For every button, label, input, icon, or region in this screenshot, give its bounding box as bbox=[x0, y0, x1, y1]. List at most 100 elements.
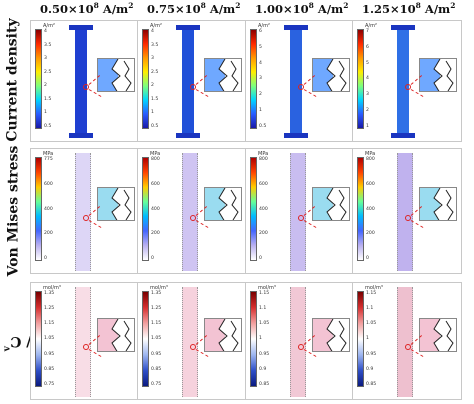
panel-vacancy-3: mol/m³ 1.15 1.1 1.05 1 0.95 0.9 0.85 bbox=[352, 282, 462, 400]
colorbar-unit-current-1: A/m² bbox=[150, 23, 162, 29]
colorbar-tick-label: 0.5 bbox=[151, 123, 159, 129]
colorbar-tick-label: 1 bbox=[259, 108, 262, 114]
defect-marker-vacancy-3 bbox=[405, 344, 411, 350]
colorbar-tick-label: 2 bbox=[366, 108, 369, 114]
colorbar-tick-label: 1.15 bbox=[44, 321, 55, 327]
conductor-strip-current-3 bbox=[397, 27, 409, 137]
colorbar-tick-label: 800 bbox=[259, 157, 268, 162]
colorbar-tick-label: 2.5 bbox=[151, 69, 159, 75]
colorbar-tick-label: 6 bbox=[366, 44, 369, 50]
defect-marker-stress-1 bbox=[190, 215, 196, 221]
colorbar-tick-label: 0.75 bbox=[44, 381, 55, 387]
colorbar-current-1 bbox=[142, 29, 149, 129]
colorbar-tick-label: 1 bbox=[366, 123, 369, 129]
notch-outline-icon bbox=[420, 59, 454, 91]
colorbar-tick-label: 800 bbox=[366, 157, 375, 162]
notch-outline-icon bbox=[98, 319, 132, 351]
colorbar-tick-label: 600 bbox=[44, 181, 53, 187]
colorbar-tick-label: 400 bbox=[151, 206, 160, 212]
notch-outline-icon bbox=[98, 188, 132, 220]
colorbar-tick-label: 0.85 bbox=[44, 366, 55, 372]
colorbar-unit-stress-1: MPa bbox=[150, 151, 161, 157]
colorbar-tick-label: 400 bbox=[259, 206, 268, 212]
colorbar-tick-label: 1 bbox=[259, 336, 262, 342]
colorbar-tick-label: 6 bbox=[259, 29, 262, 34]
colorbar-tick-label: 2 bbox=[151, 83, 154, 89]
colorbar-tick-label: 0.95 bbox=[259, 351, 270, 357]
colorbar-tick-label: 2.5 bbox=[44, 69, 52, 75]
colorbar-tick-label: 1.25 bbox=[151, 306, 162, 312]
colorbar-tick-label: 600 bbox=[151, 181, 160, 187]
colorbar-current-0 bbox=[35, 29, 42, 129]
zoom-inset-stress-2 bbox=[312, 187, 350, 221]
colorbar-unit-current-2: A/m² bbox=[258, 23, 270, 29]
colorbar-tick-label: 0.9 bbox=[259, 366, 267, 372]
colorbar-tick-label: 0.95 bbox=[366, 351, 377, 357]
conductor-strip-vacancy-2 bbox=[290, 287, 306, 397]
colorbar-tick-label: 0 bbox=[44, 256, 47, 261]
colorbar-tick-label: 0 bbox=[259, 256, 262, 261]
colorbar-tick-label: 1.35 bbox=[151, 291, 162, 296]
colorbar-current-2 bbox=[250, 29, 257, 129]
conductor-strip-stress-3 bbox=[397, 153, 413, 271]
conductor-strip-vacancy-0 bbox=[75, 287, 91, 397]
panel-vacancy-2: mol/m³ 1.15 1.1 1.05 1 0.95 0.9 0.85 bbox=[245, 282, 355, 400]
defect-marker-stress-3 bbox=[405, 215, 411, 221]
colorbar-tick-label: 0.85 bbox=[366, 381, 377, 387]
colorbar-tick-label: 3.5 bbox=[151, 42, 159, 48]
colorbar-ticks-stress-0: 775 600 400 200 0 bbox=[44, 157, 53, 261]
colorbar-unit-vacancy-1: mol/m³ bbox=[150, 285, 168, 291]
notch-outline-icon bbox=[420, 319, 454, 351]
colorbar-tick-label: 600 bbox=[366, 181, 375, 187]
notch-outline-icon bbox=[205, 188, 239, 220]
notch-outline-icon bbox=[205, 59, 239, 91]
column-title-3: 1.25×108 A/m2 bbox=[362, 1, 456, 16]
colorbar-tick-label: 0.75 bbox=[151, 381, 162, 387]
colorbar-tick-label: 800 bbox=[151, 157, 160, 162]
colorbar-ticks-stress-3: 800 600 400 200 0 bbox=[366, 157, 375, 261]
colorbar-tick-label: 1.5 bbox=[44, 96, 52, 102]
colorbar-tick-label: 1.1 bbox=[366, 306, 374, 312]
column-title-1: 0.75×108 A/m2 bbox=[147, 1, 241, 16]
panel-current-0: A/m² 4 3.5 3 2.5 2 1.5 1 0.5 bbox=[30, 20, 140, 142]
conductor-strip-current-1 bbox=[182, 27, 194, 137]
conductor-strip-stress-1 bbox=[182, 153, 198, 271]
zoom-inset-vacancy-3 bbox=[419, 318, 457, 352]
conductor-strip-vacancy-3 bbox=[397, 287, 413, 397]
zoom-inset-current-2 bbox=[312, 58, 350, 92]
colorbar-tick-label: 400 bbox=[44, 206, 53, 212]
colorbar-tick-label: 200 bbox=[259, 231, 268, 237]
zoom-inset-vacancy-0 bbox=[97, 318, 135, 352]
notch-outline-icon bbox=[98, 59, 132, 91]
panel-stress-1: MPa 800 600 400 200 0 bbox=[137, 148, 247, 274]
conductor-cap-top-2 bbox=[284, 25, 308, 30]
colorbar-tick-label: 200 bbox=[151, 231, 160, 237]
colorbar-tick-label: 600 bbox=[259, 181, 268, 187]
colorbar-vacancy-0 bbox=[35, 291, 42, 387]
colorbar-ticks-current-1: 4 3.5 3 2.5 2 1.5 1 0.5 bbox=[151, 29, 158, 129]
colorbar-ticks-stress-2: 800 600 400 200 0 bbox=[259, 157, 268, 261]
colorbar-tick-label: 1.15 bbox=[366, 291, 377, 296]
colorbar-tick-label: 1.15 bbox=[151, 321, 162, 327]
colorbar-current-3 bbox=[357, 29, 364, 129]
panel-stress-3: MPa 800 600 400 200 0 bbox=[352, 148, 462, 274]
colorbar-tick-label: 1.15 bbox=[259, 291, 270, 296]
colorbar-tick-label: 4 bbox=[259, 60, 262, 66]
colorbar-tick-label: 0.85 bbox=[151, 366, 162, 372]
defect-marker-current-2 bbox=[298, 84, 304, 90]
conductor-strip-stress-0 bbox=[75, 153, 91, 271]
zoom-inset-stress-3 bbox=[419, 187, 457, 221]
colorbar-ticks-vacancy-3: 1.15 1.1 1.05 1 0.95 0.9 0.85 bbox=[366, 291, 376, 387]
column-title-0: 0.50×108 A/m2 bbox=[40, 1, 134, 16]
colorbar-tick-label: 1 bbox=[44, 110, 47, 116]
defect-marker-current-1 bbox=[190, 84, 196, 90]
colorbar-vacancy-3 bbox=[357, 291, 364, 387]
zoom-inset-vacancy-1 bbox=[204, 318, 242, 352]
panel-current-2: A/m² 6 5 4 3 2 1 0.5 bbox=[245, 20, 355, 142]
colorbar-ticks-vacancy-1: 1.35 1.25 1.15 1.05 0.95 0.85 0.75 bbox=[151, 291, 161, 387]
colorbar-vacancy-2 bbox=[250, 291, 257, 387]
colorbar-ticks-current-2: 6 5 4 3 2 1 0.5 bbox=[259, 29, 266, 129]
colorbar-tick-label: 775 bbox=[44, 157, 53, 162]
colorbar-tick-label: 4 bbox=[44, 29, 47, 34]
colorbar-ticks-stress-1: 800 600 400 200 0 bbox=[151, 157, 160, 261]
